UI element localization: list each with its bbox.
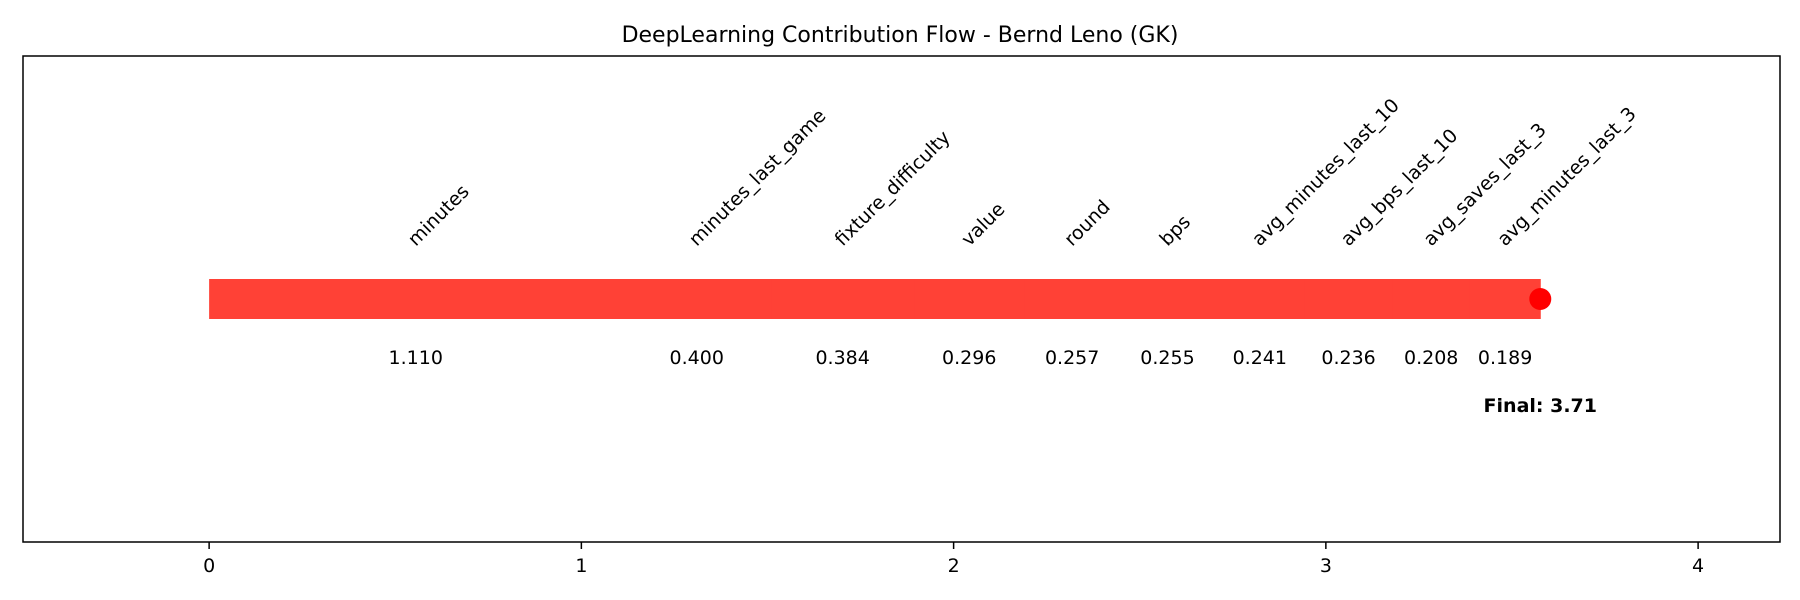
x-tick-label: 2 bbox=[948, 555, 960, 577]
final-point-marker bbox=[1529, 288, 1552, 310]
value-label: 0.257 bbox=[1045, 347, 1099, 369]
value-label: 0.189 bbox=[1478, 347, 1532, 369]
value-label: 0.384 bbox=[815, 347, 869, 369]
bar-segment-bps bbox=[1120, 279, 1216, 319]
bar-segment-avg_bps_last_10 bbox=[1304, 279, 1393, 319]
feature-label: round bbox=[1060, 196, 1115, 251]
value-label: 0.236 bbox=[1321, 347, 1375, 369]
feature-label: minutes bbox=[404, 181, 474, 251]
bar-segment-minutes_last_game bbox=[622, 279, 772, 319]
value-label: 1.110 bbox=[389, 347, 443, 369]
x-tick-label: 0 bbox=[203, 555, 215, 577]
bar-segment-avg_minutes_last_3 bbox=[1469, 279, 1541, 319]
plot-frame bbox=[22, 55, 1781, 543]
bar-segment-minutes bbox=[209, 279, 623, 319]
feature-label: avg_minutes_last_3 bbox=[1493, 103, 1641, 251]
bar-segment-round bbox=[1024, 279, 1121, 319]
feature-label: avg_minutes_last_10 bbox=[1248, 94, 1404, 250]
final-value-label: Final: 3.71 bbox=[1484, 395, 1597, 417]
feature-label: fixture_difficulty bbox=[831, 126, 955, 250]
feature-label: minutes_last_game bbox=[685, 105, 831, 251]
x-tick-label: 1 bbox=[575, 555, 587, 577]
value-label: 0.296 bbox=[942, 347, 996, 369]
chart-title: DeepLearning Contribution Flow - Bernd L… bbox=[622, 23, 1179, 48]
chart-marks: minutes 1.110 minutes_last_game 0.400 fixtur… bbox=[209, 94, 1641, 417]
value-label: 0.255 bbox=[1140, 347, 1194, 369]
feature-label: value bbox=[957, 198, 1009, 250]
x-tick-label: 4 bbox=[1692, 555, 1704, 577]
value-label: 0.400 bbox=[670, 347, 724, 369]
value-label: 0.241 bbox=[1233, 347, 1287, 369]
bar-segment-avg_saves_last_3 bbox=[1392, 279, 1471, 319]
value-label: 0.208 bbox=[1404, 347, 1458, 369]
bar-segment-fixture_difficulty bbox=[771, 279, 915, 319]
x-axis: 0 1 2 3 4 bbox=[203, 542, 1704, 577]
feature-label: bps bbox=[1155, 211, 1195, 251]
x-tick-label: 3 bbox=[1320, 555, 1332, 577]
bar-segment-avg_minutes_last_10 bbox=[1214, 279, 1306, 319]
bar-segment-value bbox=[914, 279, 1025, 319]
